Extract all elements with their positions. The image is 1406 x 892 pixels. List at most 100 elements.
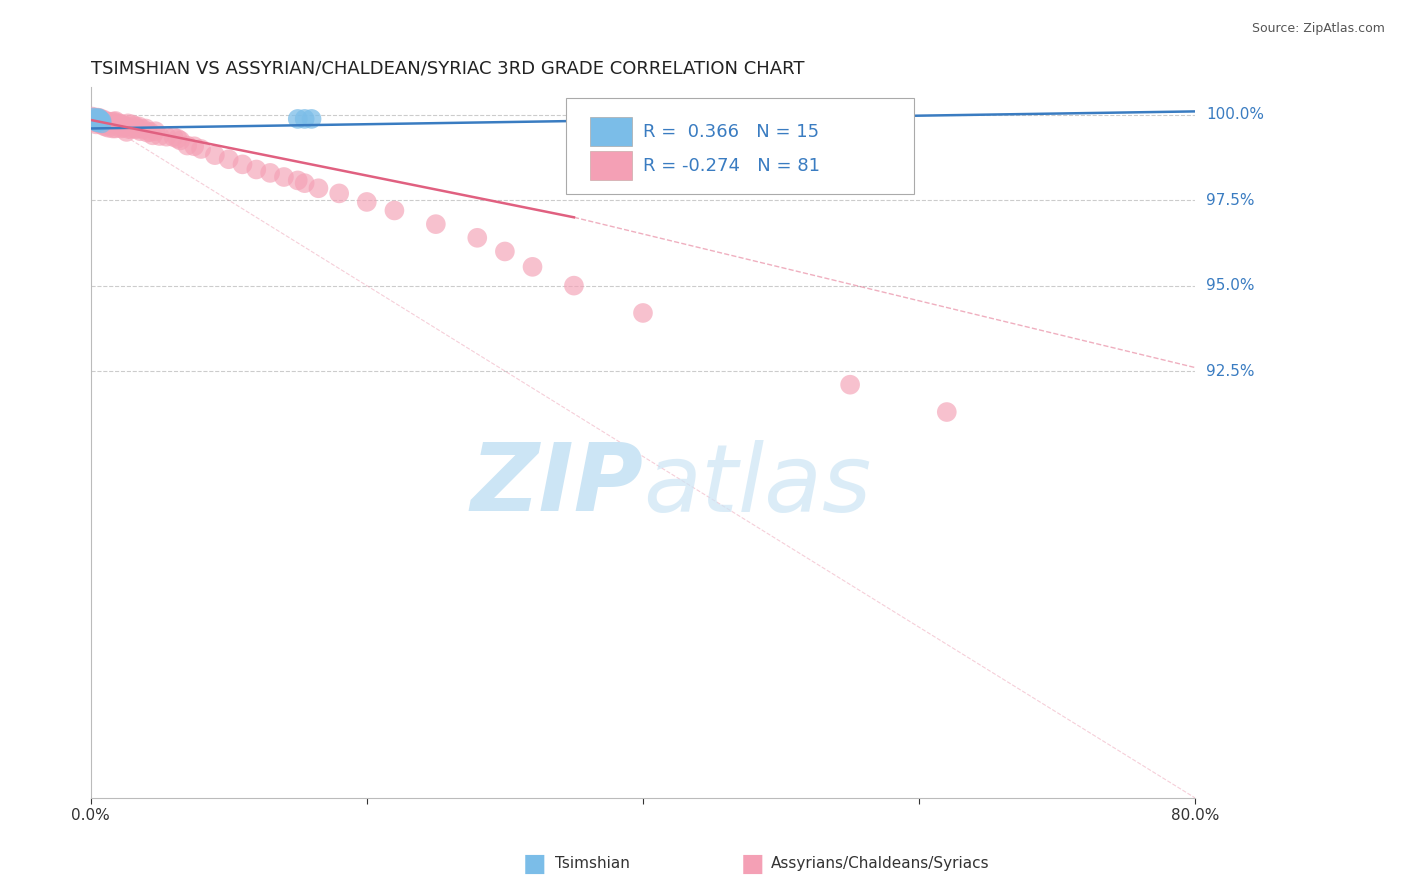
Point <box>117 116 139 130</box>
Point <box>84 112 107 126</box>
Point <box>91 114 114 128</box>
Point <box>105 116 128 130</box>
Point <box>190 142 212 156</box>
Text: TSIMSHIAN VS ASSYRIAN/CHALDEAN/SYRIAC 3RD GRADE CORRELATION CHART: TSIMSHIAN VS ASSYRIAN/CHALDEAN/SYRIAC 3R… <box>90 60 804 78</box>
Text: R =  0.366   N = 15: R = 0.366 N = 15 <box>643 122 820 141</box>
Point <box>100 114 122 128</box>
Point <box>139 125 162 139</box>
Point <box>110 121 132 136</box>
Point <box>87 112 110 126</box>
Point <box>162 130 184 145</box>
Point <box>90 117 112 131</box>
Text: R = -0.274   N = 81: R = -0.274 N = 81 <box>643 157 820 175</box>
Text: ■: ■ <box>523 852 546 875</box>
Point <box>89 112 111 127</box>
Point <box>82 114 104 128</box>
Text: atlas: atlas <box>643 440 872 531</box>
Point <box>80 110 103 124</box>
Point <box>107 117 129 131</box>
Point <box>465 231 488 245</box>
Point <box>328 186 350 201</box>
Point <box>135 121 157 136</box>
Point <box>86 111 108 125</box>
Point <box>494 244 516 259</box>
Point <box>82 111 104 125</box>
Point <box>83 112 105 127</box>
Point <box>132 122 155 136</box>
Bar <box>591 118 631 145</box>
Text: Source: ZipAtlas.com: Source: ZipAtlas.com <box>1251 22 1385 36</box>
Point <box>121 117 143 131</box>
Point <box>112 120 135 135</box>
Point <box>118 122 141 136</box>
Point <box>294 112 316 126</box>
Point <box>103 114 125 128</box>
Point <box>111 117 134 131</box>
Point <box>94 114 117 128</box>
Point <box>86 115 108 129</box>
Point <box>89 112 111 126</box>
Point <box>142 128 165 143</box>
Point <box>93 112 115 127</box>
Point <box>294 176 316 190</box>
Point <box>108 116 131 130</box>
Point <box>631 306 654 320</box>
Point <box>90 112 112 127</box>
Point <box>86 112 108 127</box>
Point <box>125 122 148 136</box>
Text: Assyrians/Chaldeans/Syriacs: Assyrians/Chaldeans/Syriacs <box>770 856 988 871</box>
Point <box>90 114 112 128</box>
Point <box>245 162 267 177</box>
Point <box>183 139 205 153</box>
Point <box>94 120 117 134</box>
Point <box>96 114 118 128</box>
Point <box>128 120 150 134</box>
Point <box>204 148 226 162</box>
Point <box>356 194 378 209</box>
Point <box>562 278 585 293</box>
Point <box>83 111 105 125</box>
Point <box>308 181 330 195</box>
Point <box>97 116 120 130</box>
Point <box>87 112 110 126</box>
Point <box>839 377 862 392</box>
Point <box>101 121 124 136</box>
Point <box>287 112 309 126</box>
Point <box>121 121 143 136</box>
Point <box>115 125 138 139</box>
Point <box>104 114 127 128</box>
Point <box>259 166 281 180</box>
Point <box>124 119 146 133</box>
Point <box>425 217 447 231</box>
Text: 92.5%: 92.5% <box>1206 364 1256 378</box>
Point <box>218 153 240 167</box>
Point <box>87 116 110 130</box>
Point <box>384 203 406 218</box>
Text: Tsimshian: Tsimshian <box>555 856 630 871</box>
Point <box>86 112 108 126</box>
Point <box>231 157 253 171</box>
Point <box>166 132 188 146</box>
Point <box>82 112 104 126</box>
Point <box>169 133 191 147</box>
Point <box>87 114 110 128</box>
Point <box>114 119 136 133</box>
Bar <box>591 152 631 180</box>
Point <box>127 121 149 136</box>
Point <box>91 119 114 133</box>
Point <box>84 112 107 126</box>
Point <box>136 126 159 140</box>
Point <box>301 112 323 126</box>
Point <box>935 405 957 419</box>
Text: 95.0%: 95.0% <box>1206 278 1256 293</box>
Point <box>176 138 198 153</box>
Point <box>149 128 172 143</box>
Point <box>83 115 105 129</box>
Point <box>97 120 120 135</box>
Point <box>145 124 167 138</box>
Point <box>98 116 121 130</box>
Point <box>273 169 295 184</box>
Point <box>155 129 177 144</box>
Point <box>287 173 309 187</box>
Text: ■: ■ <box>741 852 763 875</box>
